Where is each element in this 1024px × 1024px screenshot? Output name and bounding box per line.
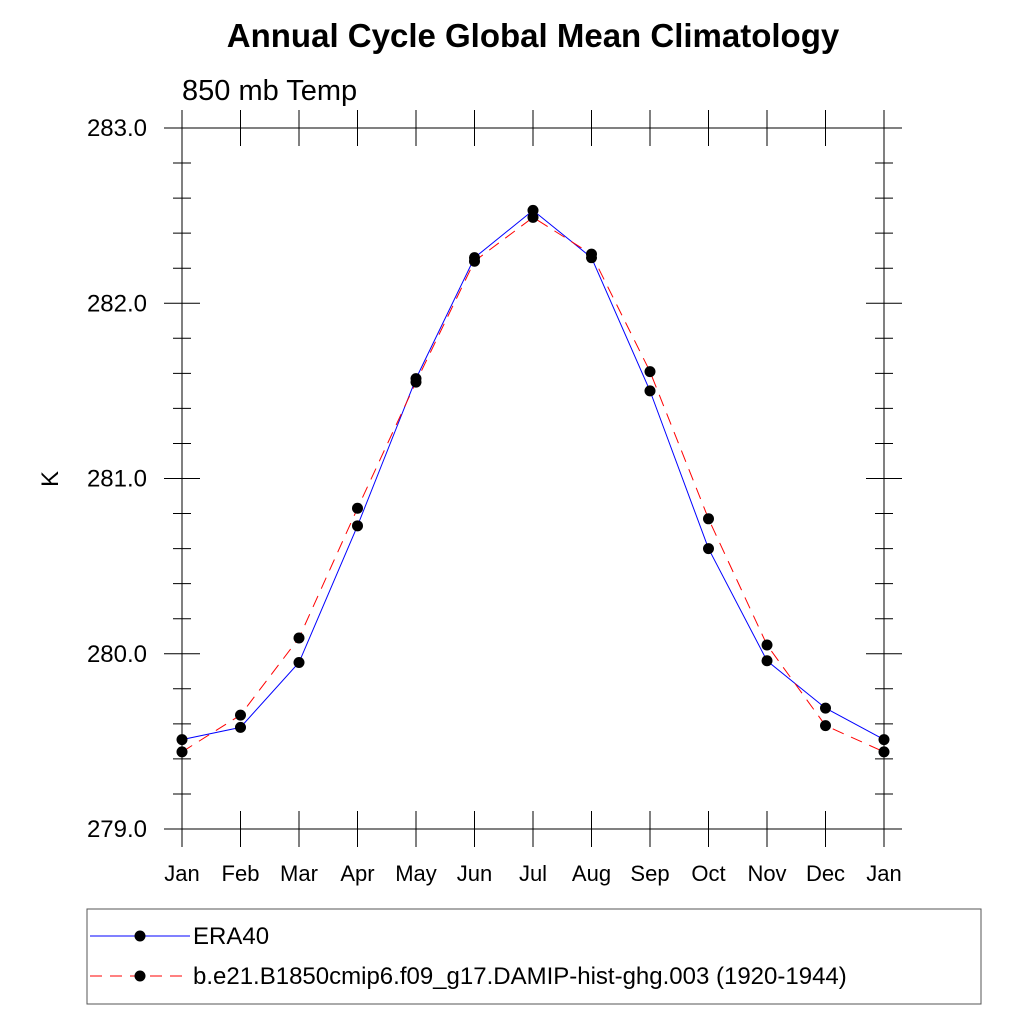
x-tick-label: Jan xyxy=(866,861,901,886)
x-tick-label: Dec xyxy=(806,861,845,886)
series-line-0 xyxy=(181,209,885,741)
x-tick-label: Jan xyxy=(164,861,199,886)
y-tick-label: 279.0 xyxy=(87,816,147,843)
legend: ERA40 b.e21.B1850cmip6.f09_g17.DAMIP-his… xyxy=(86,908,982,1005)
legend-label-model: b.e21.B1850cmip6.f09_g17.DAMIP-hist-ghg.… xyxy=(193,963,847,990)
series-0-point xyxy=(352,520,363,532)
x-tick-label: Sep xyxy=(630,861,669,886)
series-0-point xyxy=(644,385,656,397)
x-tick-label: Mar xyxy=(280,861,318,886)
series-1-point xyxy=(176,746,188,758)
x-tick-label: Feb xyxy=(222,861,260,886)
series-1-point xyxy=(235,709,246,721)
x-tick-label: Jun xyxy=(457,861,492,886)
y-tick-labels: 279.0 280.0 281.0 282.0 283.0 xyxy=(87,115,147,843)
legend-box xyxy=(86,908,982,1005)
series-line-1 xyxy=(181,216,885,753)
x-tick-labels: Jan Feb Mar Apr May Jun Jul Aug Sep Oct Nov Dec Jan xyxy=(164,861,901,886)
series-1-point xyxy=(644,366,656,378)
series-layer xyxy=(176,204,890,758)
series-1-point xyxy=(586,248,597,260)
y-axis-label: K xyxy=(37,471,64,487)
series-0-point xyxy=(176,734,188,746)
legend-marker-era40 xyxy=(134,930,146,942)
y-tick-label: 282.0 xyxy=(87,290,147,317)
legend-marker-model xyxy=(134,970,146,982)
series-1-point xyxy=(293,632,305,644)
legend-label-era40: ERA40 xyxy=(193,923,269,950)
series-0-point xyxy=(878,734,890,746)
y-tick-label: 280.0 xyxy=(87,641,147,668)
x-tick-label: Jul xyxy=(519,861,547,886)
y-tick-label: 281.0 xyxy=(87,466,147,493)
plot-frame xyxy=(181,127,885,830)
series-1-point xyxy=(527,211,539,223)
y-tick-label: 283.0 xyxy=(87,115,147,142)
series-0-point xyxy=(293,657,305,669)
x-tick-label: Oct xyxy=(691,861,725,886)
series-1-point xyxy=(703,513,714,525)
series-0-point xyxy=(820,702,831,714)
x-tick-label: Aug xyxy=(572,861,611,886)
series-0-point xyxy=(761,655,773,667)
x-tick-label: Nov xyxy=(747,861,786,886)
series-1-point xyxy=(352,502,363,514)
series-1-point xyxy=(878,746,890,758)
series-1-point xyxy=(761,639,773,651)
x-tick-label: Apr xyxy=(340,861,374,886)
series-0-point xyxy=(235,721,246,733)
series-1-point xyxy=(820,720,831,732)
x-tick-label: May xyxy=(395,861,437,886)
chart-title: Annual Cycle Global Mean Climatology xyxy=(227,17,840,54)
chart-subtitle: 850 mb Temp xyxy=(182,75,357,107)
series-1-point xyxy=(410,376,422,388)
series-0-point xyxy=(703,543,714,555)
series-1-point xyxy=(469,255,480,267)
